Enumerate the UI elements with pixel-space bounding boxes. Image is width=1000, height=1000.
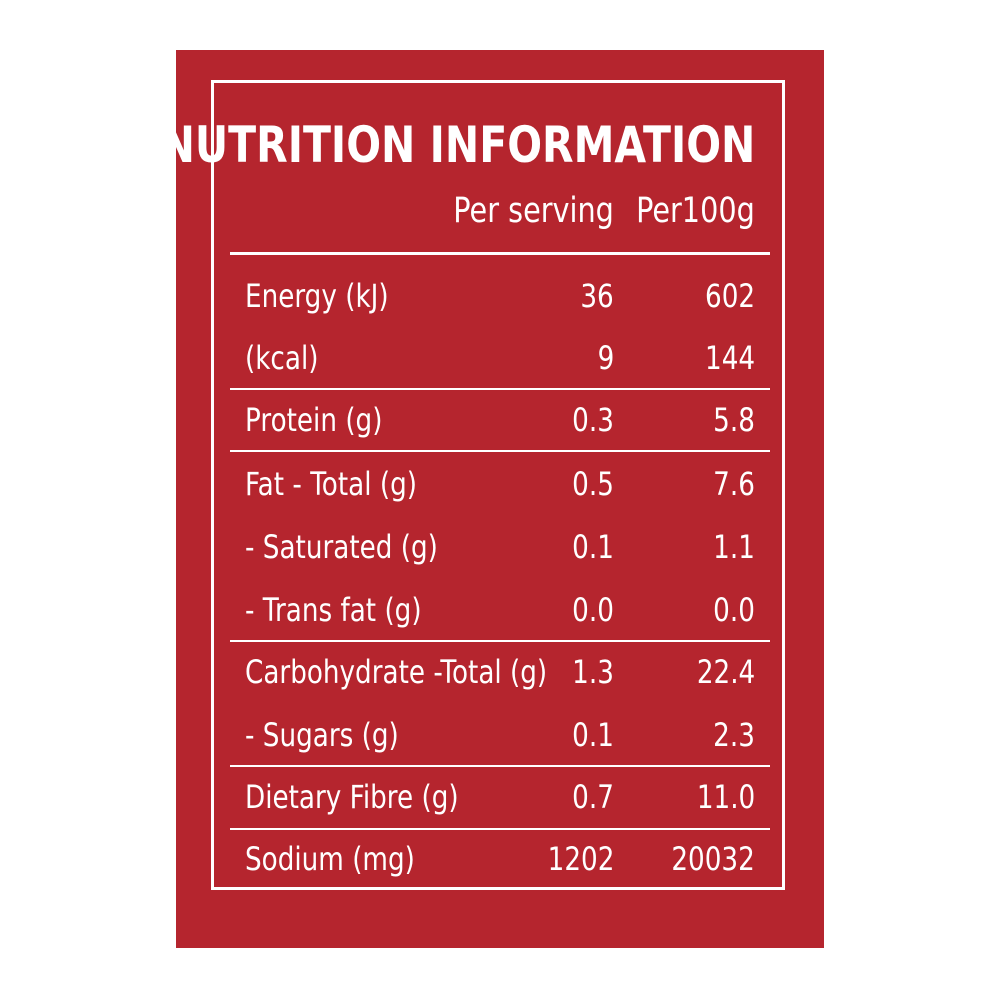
- divider-header: [230, 252, 770, 255]
- value-per-100g-carbohydrate-total: 22.4: [696, 653, 755, 691]
- value-per-100g-energy-kj: 602: [704, 277, 755, 315]
- value-per-serving-energy-kcal: 9: [597, 339, 614, 377]
- value-per-serving-fat-total: 0.5: [572, 465, 614, 503]
- value-per-serving-sodium: 1202: [547, 840, 614, 878]
- value-per-100g-fat-total: 7.6: [713, 465, 755, 503]
- value-per-100g-sodium: 20032: [671, 840, 755, 878]
- row-label-sugars: - Sugars (g): [245, 716, 399, 754]
- row-label-dietary-fibre: Dietary Fibre (g): [245, 778, 459, 816]
- value-per-serving-trans-fat: 0.0: [572, 591, 614, 629]
- row-label-energy-kj: Energy (kJ): [245, 277, 389, 315]
- value-per-100g-sugars: 2.3: [713, 716, 755, 754]
- value-per-100g-trans-fat: 0.0: [713, 591, 755, 629]
- divider-after-protein: [230, 450, 770, 452]
- value-per-serving-carbohydrate-total: 1.3: [572, 653, 614, 691]
- row-label-carbohydrate-total: Carbohydrate -Total (g): [245, 653, 548, 691]
- column-header-per-serving: Per serving: [453, 191, 614, 231]
- row-label-fat-total: Fat - Total (g): [245, 465, 417, 503]
- value-per-serving-protein: 0.3: [572, 401, 614, 439]
- row-label-energy-kcal: (kcal): [245, 339, 319, 377]
- value-per-100g-saturated-fat: 1.1: [713, 528, 755, 566]
- panel-title: NUTRITION INFORMATION: [160, 116, 755, 174]
- row-label-sodium: Sodium (mg): [245, 840, 415, 878]
- panel-border: [211, 80, 785, 890]
- row-label-trans-fat: - Trans fat (g): [245, 591, 422, 629]
- value-per-serving-energy-kj: 36: [580, 277, 614, 315]
- divider-after-fat: [230, 640, 770, 642]
- divider-after-fibre: [230, 828, 770, 830]
- nutrition-label-panel: [176, 50, 824, 948]
- value-per-serving-saturated-fat: 0.1: [572, 528, 614, 566]
- divider-after-energy: [230, 388, 770, 390]
- value-per-serving-dietary-fibre: 0.7: [572, 778, 614, 816]
- value-per-100g-dietary-fibre: 11.0: [696, 778, 755, 816]
- value-per-100g-energy-kcal: 144: [704, 339, 755, 377]
- divider-after-carbohydrate: [230, 765, 770, 767]
- row-label-saturated-fat: - Saturated (g): [245, 528, 438, 566]
- column-header-per-100g: Per100g: [636, 191, 755, 231]
- value-per-serving-sugars: 0.1: [572, 716, 614, 754]
- row-label-protein: Protein (g): [245, 401, 383, 439]
- value-per-100g-protein: 5.8: [713, 401, 755, 439]
